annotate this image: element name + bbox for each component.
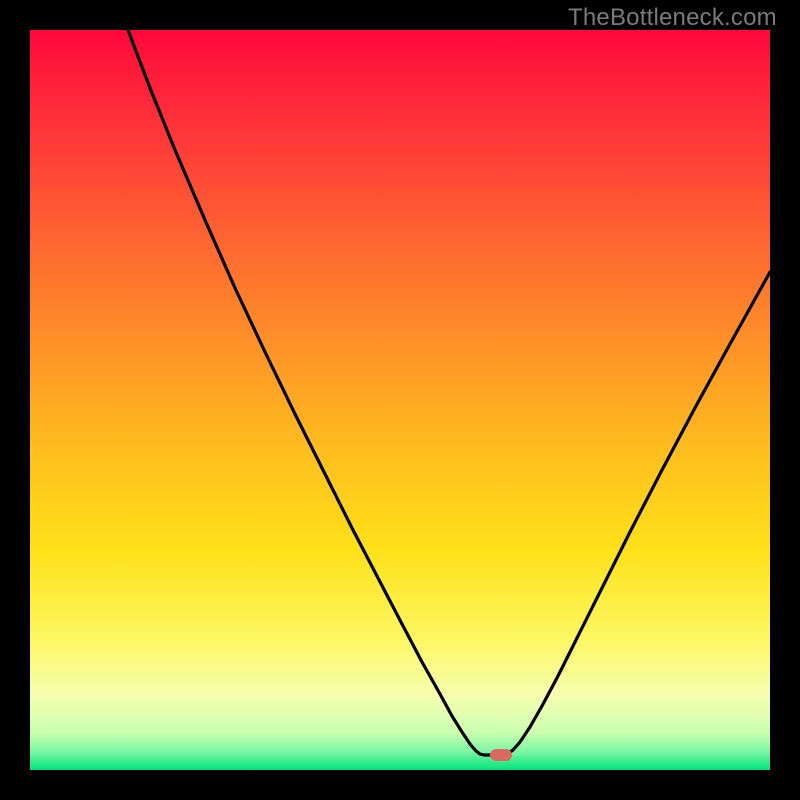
curve-layer — [0, 0, 800, 800]
watermark-text: TheBottleneck.com — [568, 4, 777, 32]
chart-container: TheBottleneck.com — [0, 0, 800, 800]
optimal-marker — [490, 749, 512, 761]
bottleneck-curve — [128, 30, 770, 755]
